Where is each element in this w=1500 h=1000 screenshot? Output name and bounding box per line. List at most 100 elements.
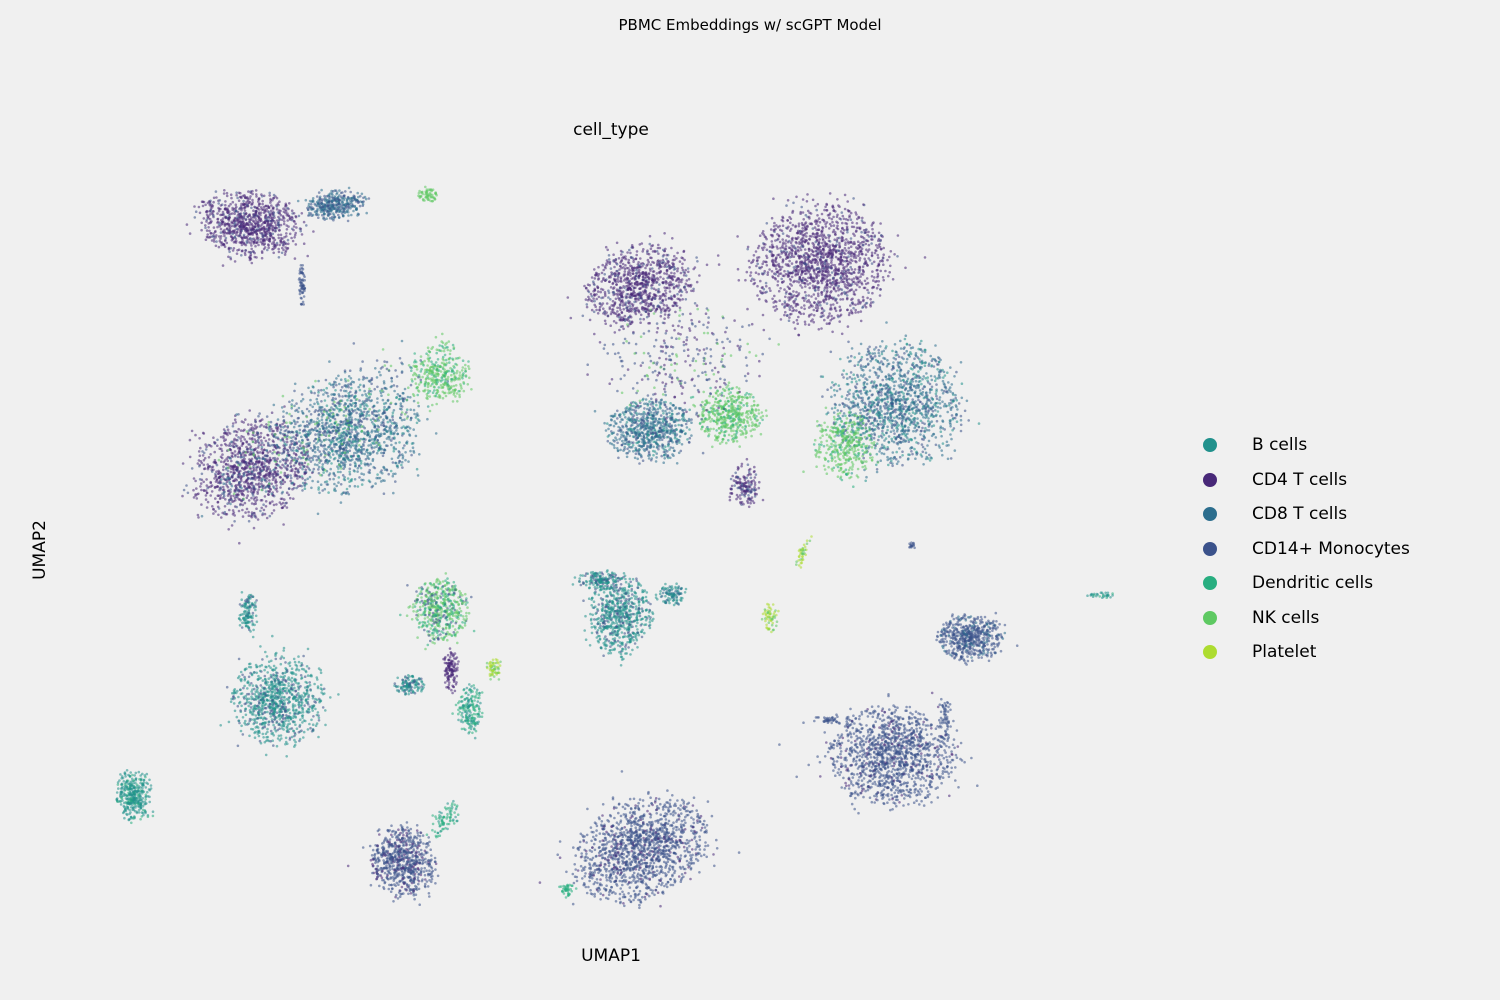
cell-point — [316, 512, 320, 516]
cell-point — [337, 210, 341, 214]
cell-point — [439, 370, 443, 373]
cell-point — [354, 440, 357, 443]
cell-point — [462, 381, 465, 384]
cell-point — [311, 449, 315, 452]
cell-point — [260, 256, 264, 260]
cell-point — [348, 443, 351, 447]
cell-point — [240, 420, 244, 423]
cell-point — [251, 189, 254, 193]
cell-point — [258, 476, 261, 479]
cell-point — [645, 315, 649, 319]
cell-point — [188, 232, 192, 235]
cell-point — [228, 456, 231, 460]
cell-point — [352, 402, 355, 405]
cell-point — [360, 410, 364, 414]
cell-point — [404, 451, 407, 454]
cell-point — [340, 442, 344, 446]
cell-point — [305, 224, 308, 227]
cell-point — [284, 501, 288, 505]
cell-point — [259, 509, 262, 513]
cell-point — [317, 413, 320, 417]
cell-point — [625, 306, 628, 310]
cell-point — [222, 435, 225, 438]
cell-point — [428, 389, 432, 393]
cell-point — [632, 260, 635, 264]
cell-point — [409, 416, 413, 420]
cell-point — [321, 463, 325, 466]
cell-point — [291, 399, 294, 402]
cell-point — [285, 437, 289, 441]
cell-point — [441, 366, 445, 369]
cell-point — [426, 394, 429, 398]
cell-point — [268, 444, 272, 448]
cell-point — [353, 195, 356, 198]
cell-point — [609, 286, 613, 289]
cell-point — [306, 453, 309, 456]
cell-point — [235, 231, 239, 234]
cell-point — [286, 246, 290, 250]
cell-point — [608, 306, 612, 309]
cell-point — [296, 420, 299, 424]
cell-point — [289, 476, 293, 480]
cell-point — [390, 457, 394, 461]
cell-point — [311, 405, 315, 409]
cell-point — [358, 399, 361, 402]
cell-point — [286, 219, 290, 222]
cell-point — [256, 490, 259, 494]
cell-point — [382, 451, 386, 455]
cell-point — [663, 232, 666, 235]
cell-point — [673, 254, 676, 258]
cell-point — [255, 468, 258, 472]
cell-point — [248, 453, 251, 457]
cell-point — [319, 459, 323, 463]
cell-point — [205, 445, 208, 449]
cell-point — [300, 410, 304, 413]
cell-point — [212, 214, 215, 217]
cell-point — [211, 210, 215, 213]
cell-point — [307, 467, 311, 470]
cell-point — [331, 449, 334, 453]
cell-point — [227, 448, 230, 452]
cell-point — [389, 424, 393, 428]
cell-point — [271, 232, 275, 236]
cell-point — [344, 422, 348, 426]
cell-point — [257, 200, 260, 203]
cell-point — [291, 482, 294, 485]
cell-point — [618, 328, 621, 332]
cell-point — [354, 389, 358, 393]
scatter-points — [115, 185, 1114, 910]
cell-point — [615, 288, 619, 292]
cell-point — [247, 470, 250, 474]
cell-point — [649, 263, 653, 267]
cell-point — [321, 205, 325, 208]
cell-point — [251, 437, 254, 440]
cell-point — [335, 413, 339, 416]
cell-point — [401, 396, 404, 400]
cell-point — [634, 297, 637, 300]
cell-point — [446, 380, 450, 383]
cell-point — [385, 387, 388, 391]
cell-point — [251, 440, 255, 444]
cell-point — [251, 431, 255, 435]
cell-point — [309, 456, 312, 460]
cell-point — [325, 480, 329, 483]
cell-point — [250, 470, 254, 474]
cell-point — [282, 426, 285, 429]
cell-point — [258, 220, 262, 223]
cell-point — [349, 377, 353, 380]
cell-point — [421, 375, 424, 379]
cell-point — [385, 425, 388, 429]
cell-point — [275, 219, 279, 222]
cell-point — [684, 274, 688, 277]
cell-point — [227, 204, 231, 208]
cell-point — [228, 480, 231, 484]
cell-point — [292, 452, 296, 455]
cell-point — [413, 359, 417, 362]
cell-point — [433, 197, 437, 201]
cell-point — [583, 284, 586, 288]
cell-point — [356, 201, 360, 204]
cell-point — [464, 367, 467, 371]
cell-point — [609, 298, 612, 301]
cell-point — [336, 459, 340, 463]
cell-point — [380, 447, 384, 451]
